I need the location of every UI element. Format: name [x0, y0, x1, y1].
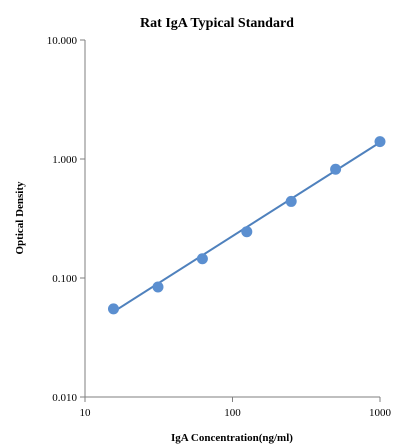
x-axis-label: IgA Concentration(ng/ml)	[171, 432, 293, 444]
data-points	[107, 136, 386, 315]
data-point	[241, 226, 253, 238]
data-point	[330, 163, 342, 175]
y-tick-label: 0.010	[52, 392, 77, 404]
data-point	[196, 253, 208, 265]
y-axis-label: Optical Density	[14, 181, 26, 255]
x-tick-label: 1000	[369, 407, 392, 419]
y-ticks: 10.000 1.000 0.100 0.010	[47, 35, 85, 404]
data-point	[374, 136, 386, 148]
y-tick-label: 0.100	[52, 273, 77, 285]
y-tick-label: 10.000	[47, 35, 78, 47]
x-tick-label: 100	[224, 407, 241, 419]
x-ticks: 10 100 1000	[80, 397, 392, 419]
data-point	[107, 303, 119, 315]
chart-title: Rat IgA Typical Standard	[140, 16, 294, 31]
data-point	[152, 281, 164, 293]
data-point	[285, 195, 297, 207]
x-tick-label: 10	[80, 407, 92, 419]
y-tick-label: 1.000	[52, 154, 77, 166]
